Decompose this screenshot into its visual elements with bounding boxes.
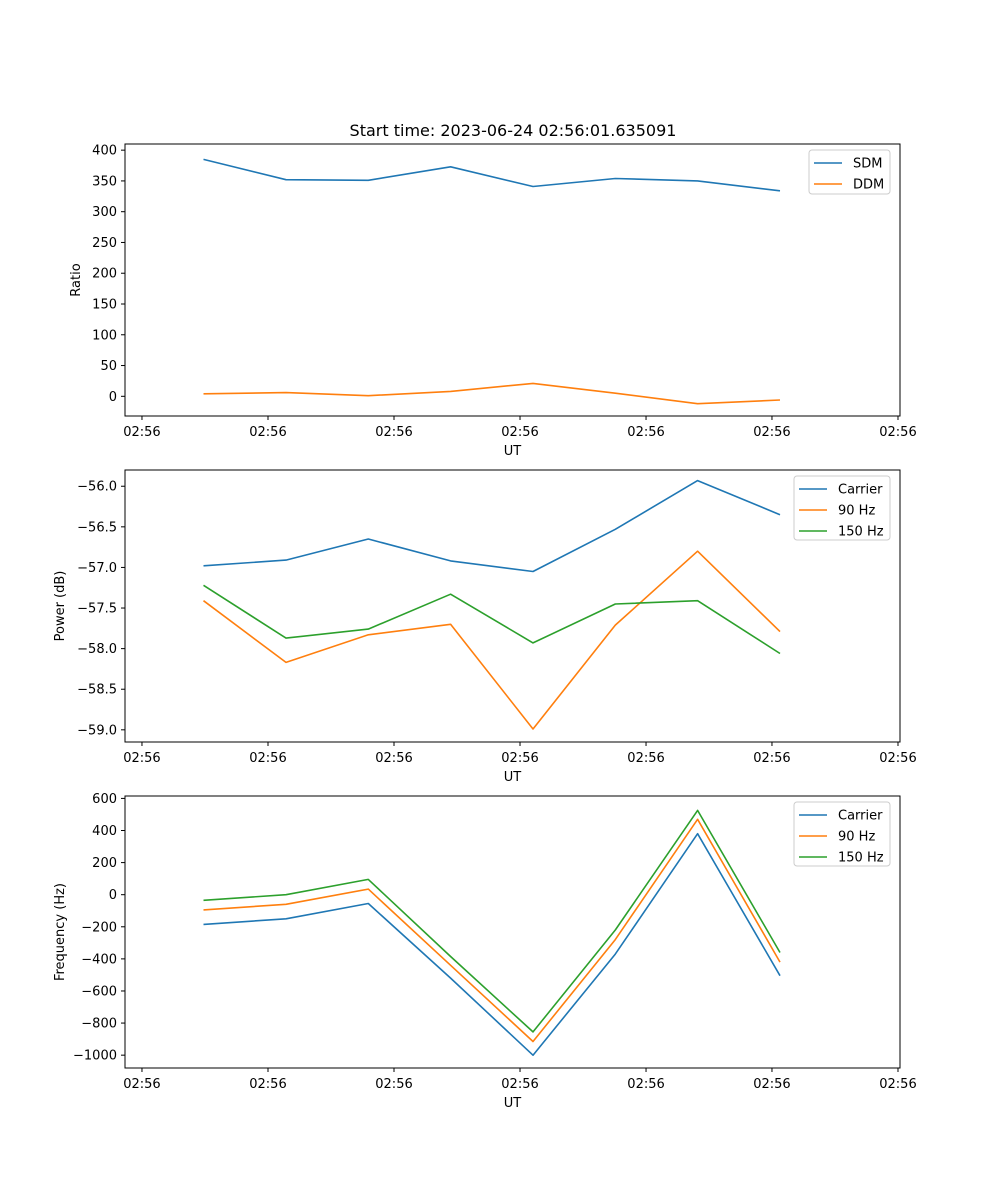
x-axis-label: UT — [504, 770, 522, 785]
legend-label-150-hz: 150 Hz — [838, 851, 884, 866]
x-tick-label: 02:56 — [501, 751, 538, 766]
y-tick-label: −58.5 — [77, 683, 117, 698]
y-axis-label: Ratio — [69, 263, 84, 296]
legend-label-sdm: SDM — [853, 157, 882, 172]
legend-label-90-hz: 90 Hz — [838, 504, 875, 519]
power-panel: −59.0 −58.5 −58.0 −57.5 −57.0 −56.5 −56.0 02:56… — [53, 469, 917, 785]
x-tick-label: 02:56 — [753, 425, 790, 440]
legend-label-ddm: DDM — [853, 178, 884, 193]
series-line-carrier — [203, 479, 781, 573]
y-tick-label: 350 — [92, 174, 117, 189]
axes-frame — [124, 469, 901, 743]
x-tick-label: 02:56 — [879, 425, 916, 440]
x-tick-label: 02:56 — [753, 751, 790, 766]
x-tick-label: 02:56 — [249, 751, 286, 766]
x-tick-label: 02:56 — [627, 425, 664, 440]
legend-label-carrier: Carrier — [838, 809, 883, 824]
x-tick-label: 02:56 — [123, 751, 160, 766]
y-tick-label: −800 — [81, 1017, 117, 1032]
y-tick-label: −1000 — [73, 1049, 117, 1064]
y-axis-label: Power (dB) — [53, 571, 68, 642]
x-tick-label: 02:56 — [375, 1077, 412, 1092]
x-tick-label: 02:56 — [753, 1077, 790, 1092]
x-tick-label: 02:56 — [879, 751, 916, 766]
frequency-panel: −1000 −800 −600 −400 −200 0 200 400 600 02:56 02:5… — [53, 792, 917, 1111]
x-tick-label: 02:56 — [627, 1077, 664, 1092]
y-tick-label: −57.0 — [77, 561, 117, 576]
axes-frame — [124, 143, 901, 417]
series-line-90-hz — [203, 818, 781, 1043]
y-tick-label: −59.0 — [77, 723, 117, 738]
legend-box — [793, 475, 891, 541]
series-line-90-hz — [203, 550, 781, 730]
legend: SDM DDM — [808, 149, 891, 195]
y-tick-label: 300 — [92, 205, 117, 220]
y-tick-label: 400 — [92, 144, 117, 159]
y-tick-label: 200 — [92, 856, 117, 871]
x-tick-label: 02:56 — [249, 1077, 286, 1092]
y-tick-label: −57.5 — [77, 602, 117, 617]
y-tick-label: 150 — [92, 298, 117, 313]
figure-title: Start time: 2023-06-24 02:56:01.635091 — [350, 121, 677, 140]
x-axis-label: UT — [504, 1096, 522, 1111]
y-tick-label: −56.0 — [77, 480, 117, 495]
x-tick-label: 02:56 — [375, 751, 412, 766]
series-line-ddm — [203, 382, 781, 405]
legend-box — [793, 801, 891, 867]
y-tick-label: −56.5 — [77, 520, 117, 535]
x-tick-label: 02:56 — [501, 1077, 538, 1092]
legend: Carrier 90 Hz 150 Hz — [793, 801, 891, 867]
y-tick-label: −400 — [81, 952, 117, 967]
series-line-carrier — [203, 832, 781, 1056]
legend: Carrier 90 Hz 150 Hz — [793, 475, 891, 541]
ratio-panel: 0 50 100 150 200 250 300 350 400 02:56 02:56 02:56 0… — [69, 143, 917, 459]
series-line-sdm — [203, 158, 781, 192]
x-tick-label: 02:56 — [123, 1077, 160, 1092]
x-tick-label: 02:56 — [879, 1077, 916, 1092]
legend-box — [808, 149, 891, 195]
x-tick-label: 02:56 — [627, 751, 664, 766]
y-tick-label: 0 — [109, 888, 117, 903]
y-tick-label: −58.0 — [77, 642, 117, 657]
y-tick-label: 400 — [92, 824, 117, 839]
x-tick-label: 02:56 — [249, 425, 286, 440]
x-tick-label: 02:56 — [375, 425, 412, 440]
y-tick-label: 50 — [100, 359, 117, 374]
series-line-150-hz — [203, 809, 781, 1033]
series-line-150-hz — [203, 584, 781, 655]
y-tick-label: 600 — [92, 792, 117, 807]
x-axis-label: UT — [504, 444, 522, 459]
y-tick-label: 0 — [109, 390, 117, 405]
y-tick-label: 200 — [92, 267, 117, 282]
y-tick-label: 100 — [92, 328, 117, 343]
y-tick-label: −600 — [81, 984, 117, 999]
y-tick-label: 250 — [92, 236, 117, 251]
legend-label-150-hz: 150 Hz — [838, 525, 884, 540]
x-tick-label: 02:56 — [501, 425, 538, 440]
axes-frame — [124, 795, 901, 1069]
y-axis-label: Frequency (Hz) — [53, 883, 68, 981]
legend-label-carrier: Carrier — [838, 483, 883, 498]
y-tick-label: −200 — [81, 920, 117, 935]
legend-label-90-hz: 90 Hz — [838, 830, 875, 845]
x-tick-label: 02:56 — [123, 425, 160, 440]
